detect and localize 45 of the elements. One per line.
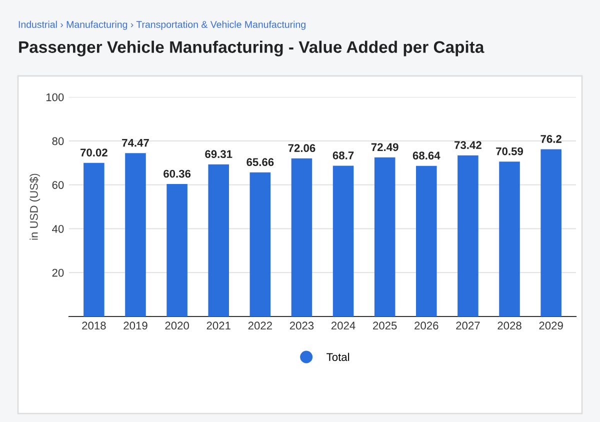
bar	[374, 157, 396, 316]
data-label: 60.36	[164, 170, 191, 178]
x-tick-label: 2019	[124, 322, 148, 330]
x-tick-label: 2022	[248, 322, 272, 330]
y-axis-title: in USD (US$)	[30, 174, 40, 240]
bar	[84, 162, 104, 316]
data-label: 68.64	[412, 152, 440, 160]
data-label: 65.66	[246, 158, 274, 166]
x-tick-label: 2020	[165, 322, 189, 330]
data-label: 70.02	[80, 148, 108, 156]
bar	[499, 162, 520, 316]
data-label: 76.2	[540, 135, 562, 143]
bar	[208, 164, 229, 316]
y-tick-label: 100	[46, 93, 64, 102]
x-tick-label: 2018	[82, 322, 106, 330]
bar	[458, 155, 478, 316]
data-label: 70.59	[496, 147, 523, 156]
bar	[332, 166, 354, 316]
y-tick-label: 20	[52, 268, 64, 277]
y-tick-label: 80	[52, 137, 64, 146]
bar	[540, 149, 562, 316]
bar	[250, 172, 271, 316]
x-tick-label: 2028	[498, 322, 522, 330]
data-label: 72.06	[288, 144, 316, 152]
y-tick-label: 60	[52, 181, 64, 189]
x-tick-label: 2025	[373, 322, 397, 330]
data-label: 69.31	[205, 150, 232, 158]
x-tick-label: 2021	[206, 322, 230, 330]
x-tick-label: 2026	[414, 322, 438, 330]
y-tick-label: 40	[52, 224, 64, 233]
bar	[125, 153, 146, 316]
x-tick-label: 2027	[456, 322, 480, 330]
chart-title: Passenger Vehicle Manufacturing - Value Added per Capita	[19, 40, 484, 56]
bar	[291, 158, 312, 316]
bar	[166, 184, 188, 316]
x-tick-label: 2023	[290, 322, 314, 330]
data-label: 74.47	[122, 138, 149, 147]
x-tick-label: 2024	[331, 322, 356, 330]
bar	[416, 166, 437, 316]
data-label: 73.42	[454, 141, 482, 150]
x-tick-label: 2029	[539, 322, 563, 330]
legend-label: Total	[326, 352, 350, 361]
data-label: 72.49	[371, 143, 398, 152]
data-label: 68.7	[332, 152, 354, 160]
chart-subtitle: Industrial › Manufacturing › Transportation & Vehicle Manufacturing	[18, 20, 306, 30]
